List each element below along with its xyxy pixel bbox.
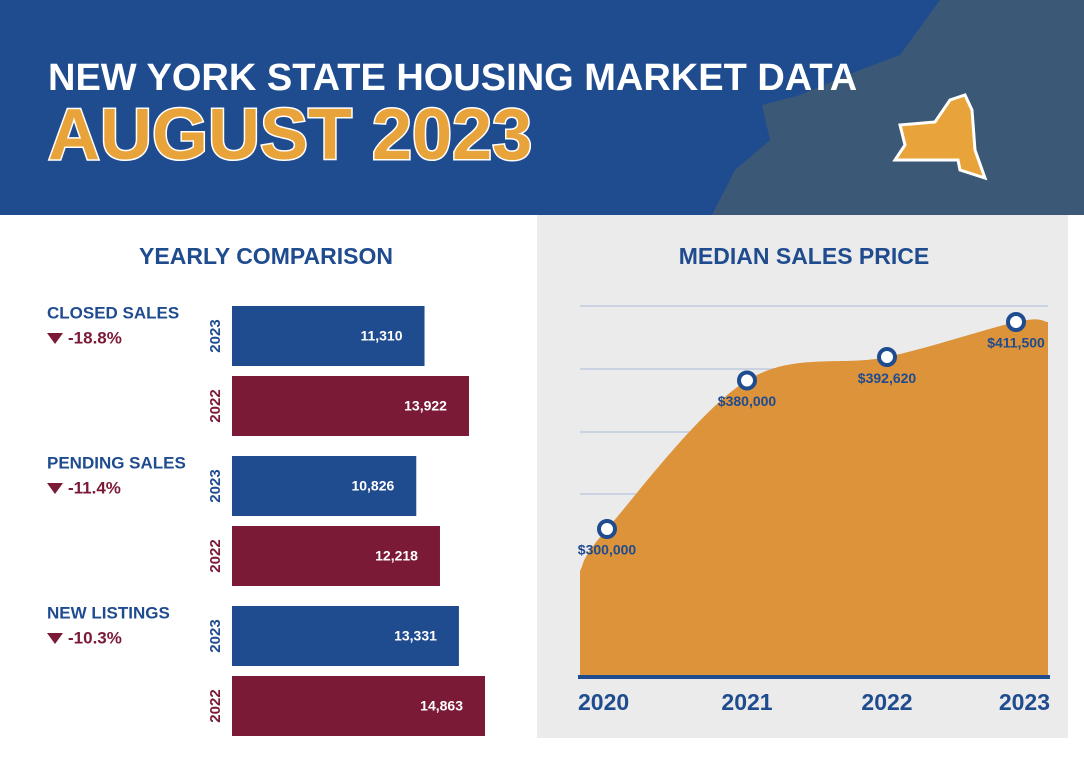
bar <box>232 456 417 516</box>
series-label: 2023 <box>207 469 224 502</box>
point <box>1006 312 1026 332</box>
series-label: 2022 <box>207 539 224 572</box>
map-overlay <box>712 0 1084 215</box>
chart-title: MEDIAN SALES PRICE <box>679 243 929 269</box>
point <box>737 370 757 391</box>
change-triangle <box>47 333 63 344</box>
point <box>597 519 617 539</box>
value-label: 13,922 <box>404 398 447 414</box>
value-label: 11,310 <box>360 328 402 344</box>
area <box>580 319 1048 675</box>
point <box>877 347 897 368</box>
ny-state-icon <box>892 93 988 181</box>
bar <box>232 376 469 436</box>
category-label: CLOSED SALES <box>47 303 179 322</box>
value-label: $380,000 <box>718 393 777 409</box>
x-tick-label: 2022 <box>861 689 912 715</box>
change-label: -10.3% <box>68 628 122 647</box>
category-label: PENDING SALES <box>47 453 186 472</box>
bar <box>232 526 440 586</box>
bar <box>232 676 485 736</box>
value-label: $300,000 <box>578 542 637 558</box>
header-title: NEW YORK STATE HOUSING MARKET DATA <box>48 57 857 99</box>
series-label: 2022 <box>207 689 224 722</box>
chart-title: YEARLY COMPARISON <box>139 243 393 269</box>
value-label: 10,826 <box>351 478 394 494</box>
change-label: -11.4% <box>68 478 121 497</box>
value-label: 13,331 <box>394 628 437 644</box>
header-subtitle: AUGUST 2023 <box>48 95 532 175</box>
bar <box>232 606 459 666</box>
value-label: 12,218 <box>375 548 418 564</box>
change-triangle <box>47 483 63 494</box>
change-label: -18.8% <box>68 328 122 347</box>
change-triangle <box>47 633 63 644</box>
value-label: $411,500 <box>987 335 1045 351</box>
bar <box>232 306 425 366</box>
x-tick-label: 2021 <box>721 689 772 715</box>
x-tick-label: 2020 <box>578 689 629 715</box>
series-label: 2023 <box>207 619 224 652</box>
value-label: 14,863 <box>420 698 463 714</box>
series-label: 2023 <box>207 319 224 352</box>
series-label: 2022 <box>207 389 224 422</box>
value-label: $392,620 <box>858 370 917 386</box>
category-label: NEW LISTINGS <box>47 603 170 622</box>
x-tick-label: 2023 <box>999 689 1050 715</box>
